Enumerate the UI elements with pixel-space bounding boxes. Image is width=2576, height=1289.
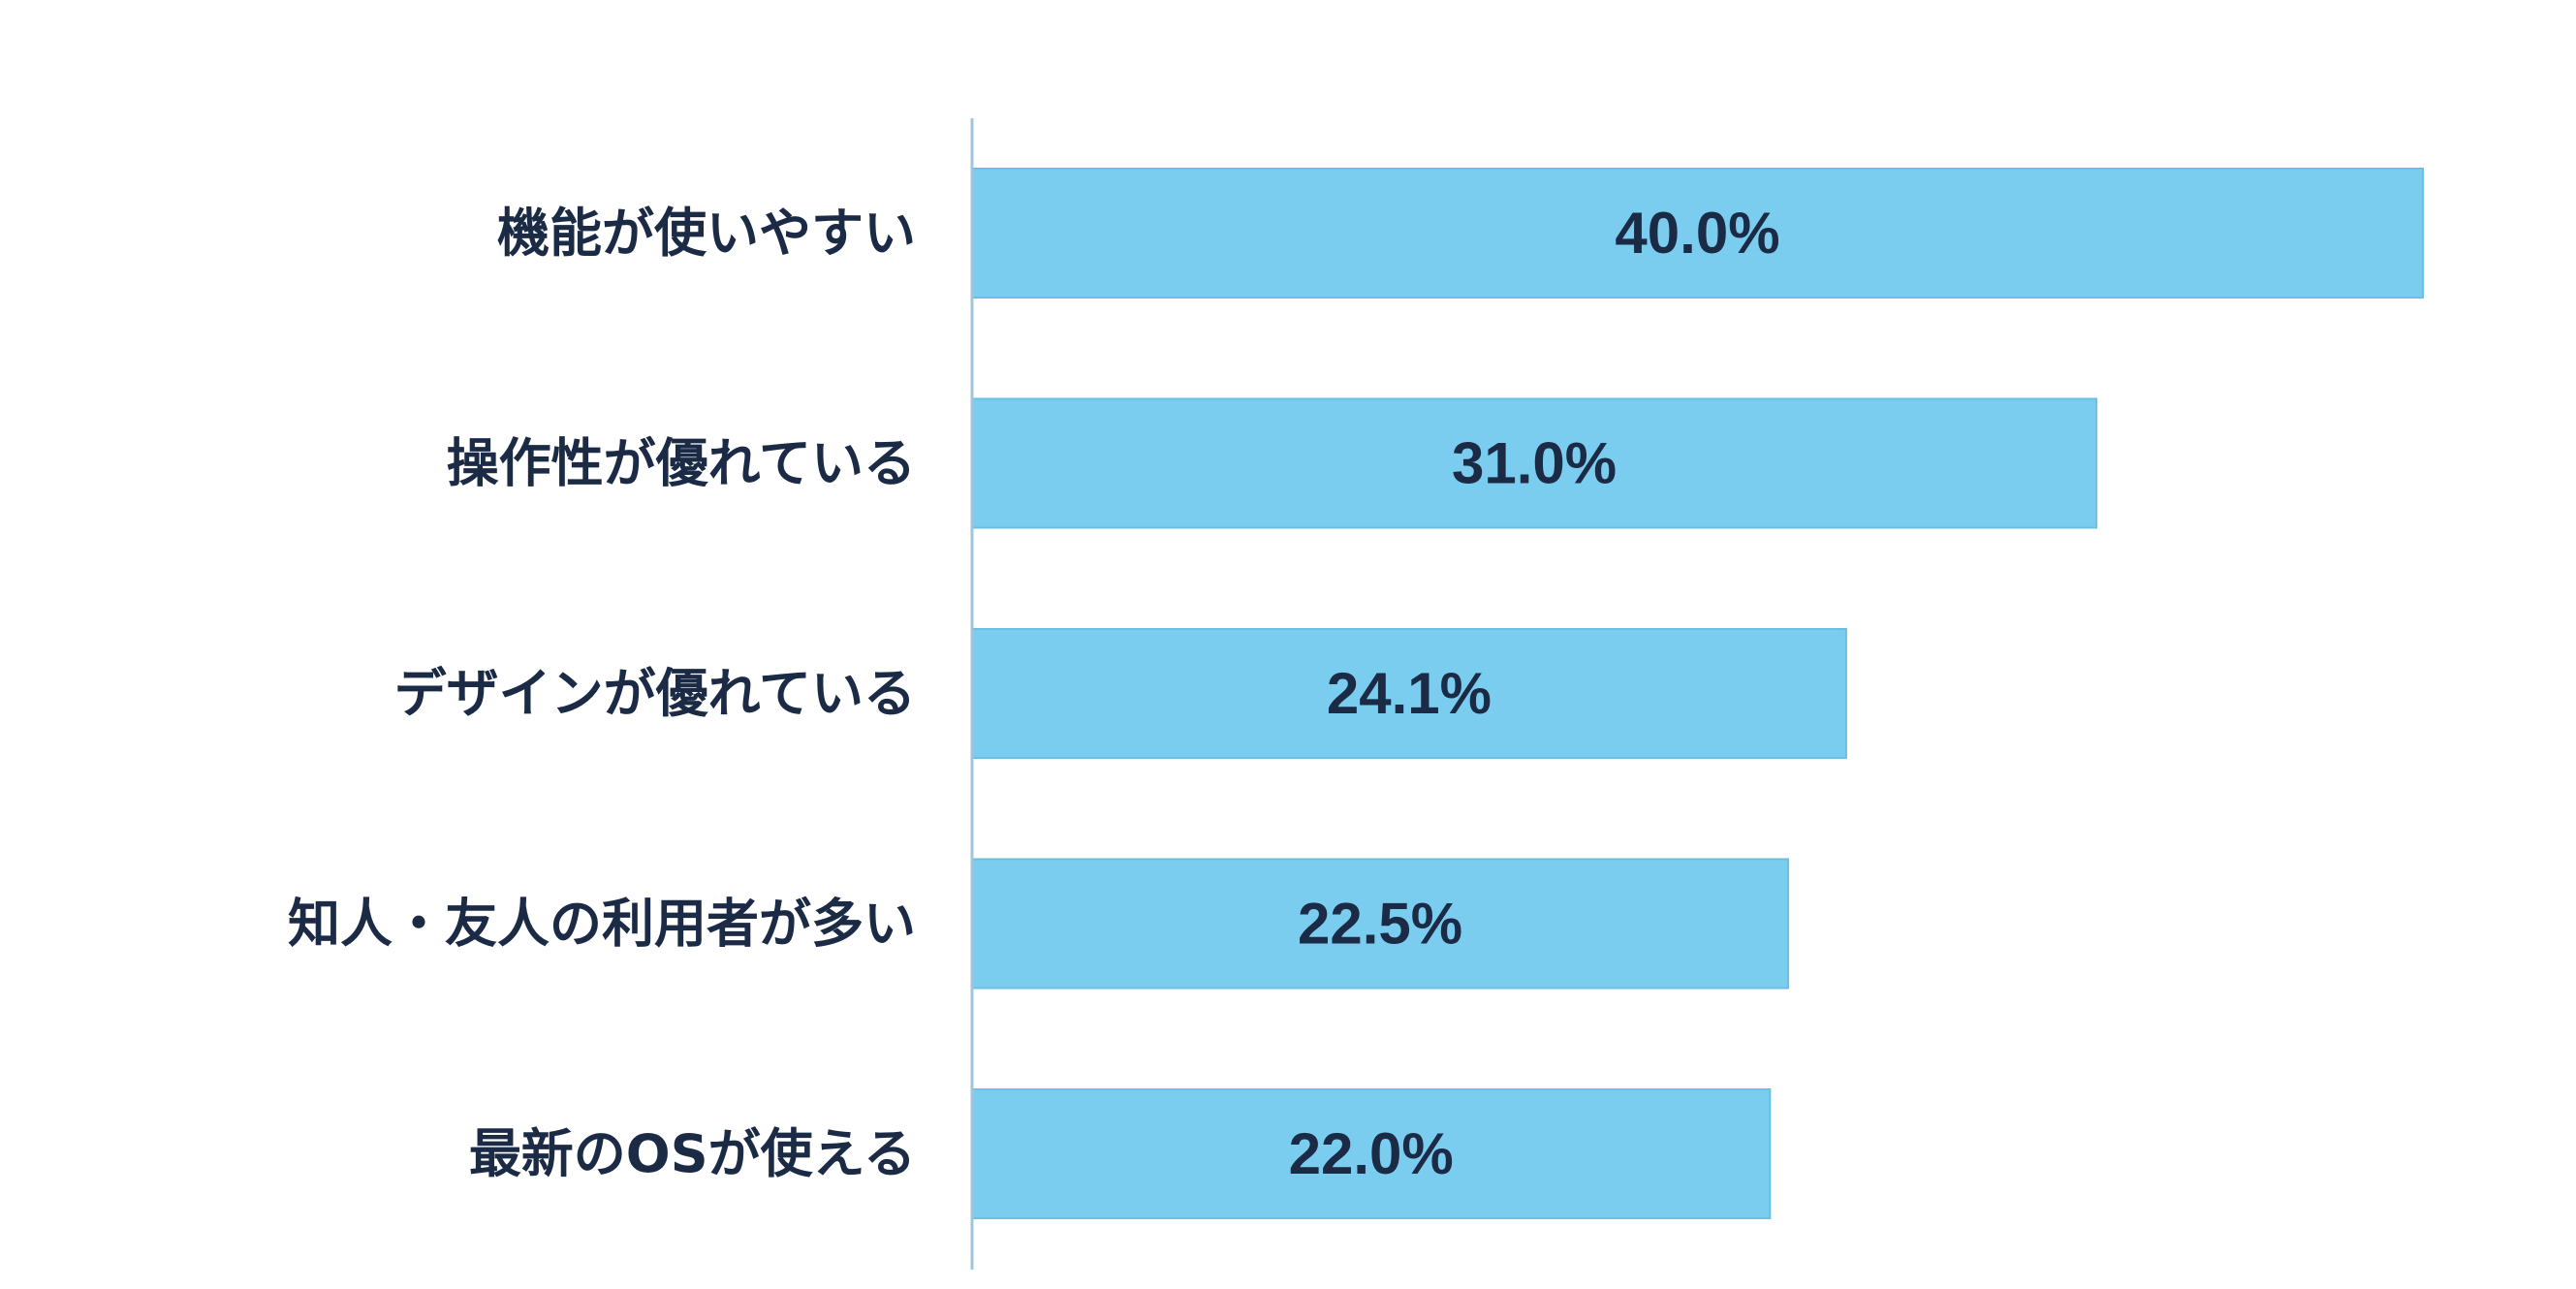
bar-1 <box>971 168 2424 299</box>
bars-layer <box>971 168 2424 1219</box>
value-label-4: 22.5% <box>1298 892 1462 957</box>
category-label-3: デザインが優れている <box>394 663 916 724</box>
category-label-2: 操作性が優れている <box>447 433 916 494</box>
bar-4 <box>971 858 1790 990</box>
value-label-3: 24.1% <box>1327 661 1492 726</box>
bar-3 <box>971 628 1847 759</box>
value-label-1: 40.0% <box>1615 201 1779 266</box>
value-label-2: 31.0% <box>1452 431 1617 496</box>
category-label-4: 知人・友人の利用者が多い <box>288 894 916 955</box>
category-labels: 機能が使いやすい操作性が優れているデザインが優れている知人・友人の利用者が多い最… <box>288 203 916 1184</box>
category-label-1: 機能が使いやすい <box>497 203 916 264</box>
bar-5 <box>971 1088 1772 1219</box>
category-label-5: 最新のOSが使える <box>469 1123 916 1184</box>
value-label-5: 22.0% <box>1289 1121 1454 1186</box>
value-labels: 40.0% 31.0% 24.1% 22.5% 22.0% <box>1289 201 1780 1186</box>
bar-2 <box>971 397 2098 529</box>
